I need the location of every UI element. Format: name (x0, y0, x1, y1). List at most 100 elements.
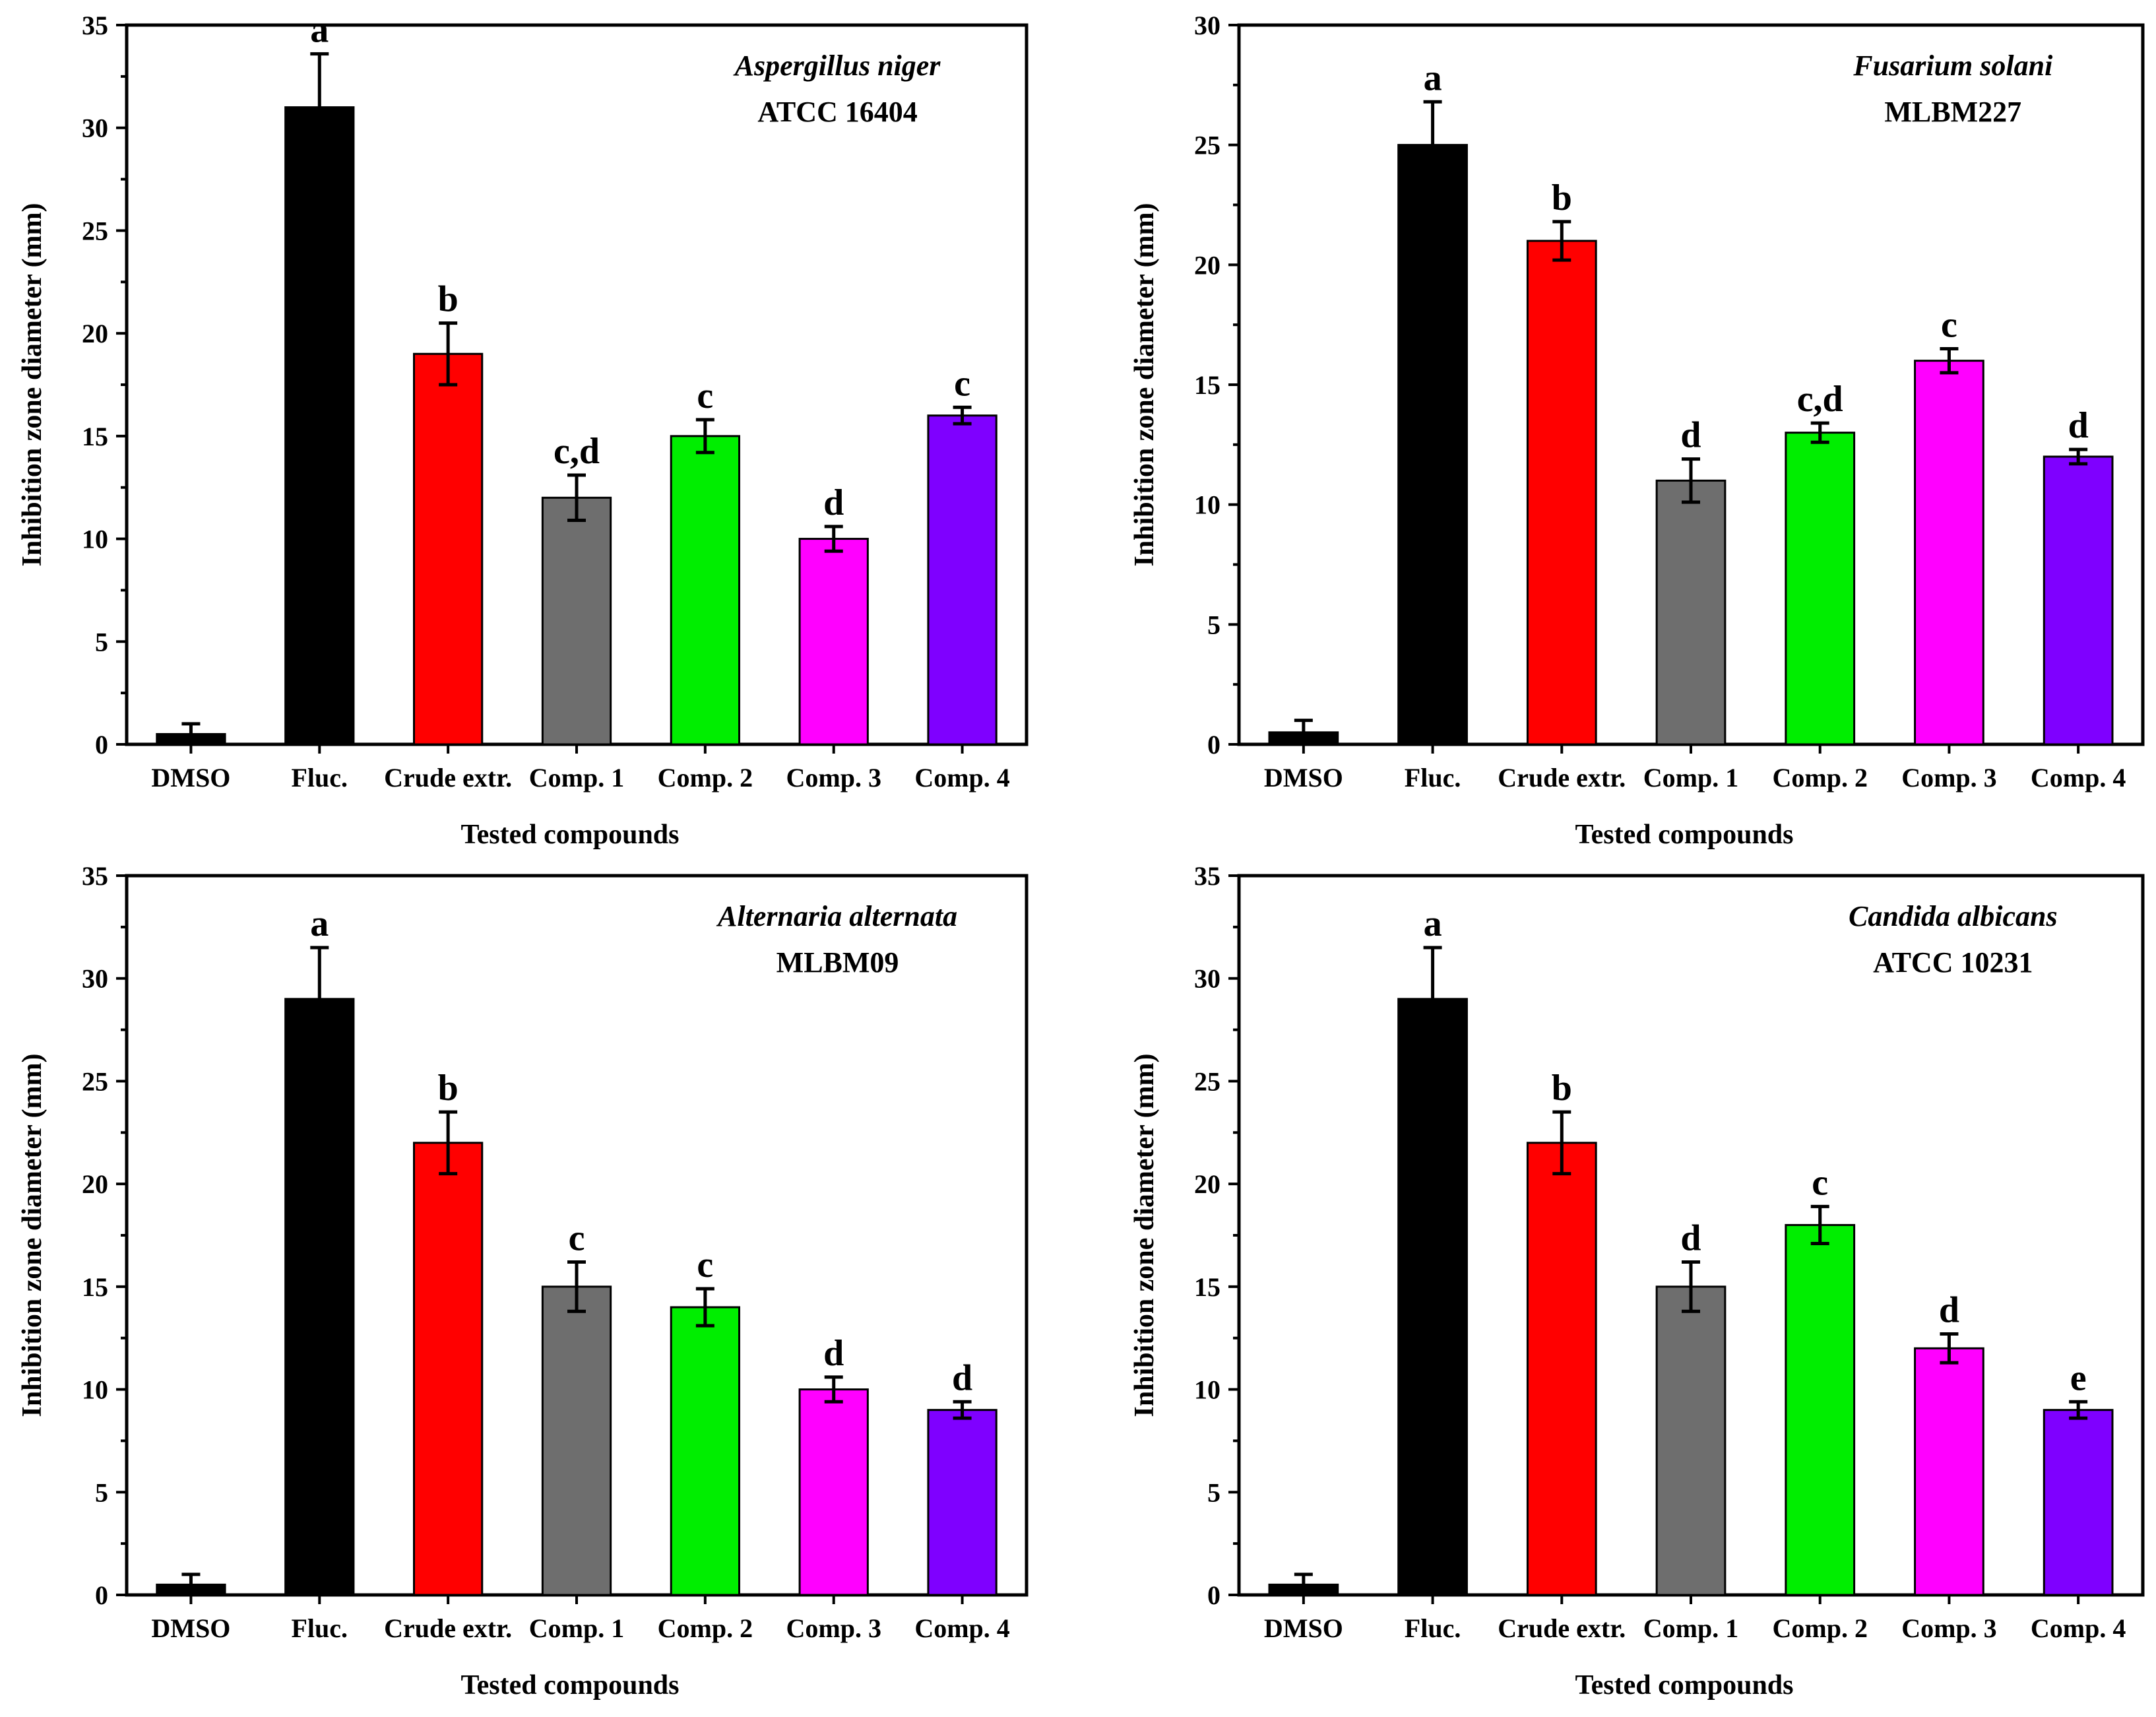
x-category-label: Fluc. (292, 1613, 348, 1643)
y-tick-label: 30 (1194, 11, 1221, 40)
y-tick-label: 5 (1207, 1477, 1221, 1507)
significance-letter: c (569, 1217, 585, 1258)
significance-letter: d (1680, 415, 1701, 456)
x-category-label: Comp. 4 (914, 763, 1009, 793)
y-axis-title: Inhibition zone diameter (mm) (17, 203, 48, 566)
y-tick-label: 15 (1194, 370, 1221, 400)
x-axis-title: Tested compounds (1575, 820, 1793, 850)
x-axis-title: Tested compounds (460, 820, 679, 850)
x-category-label: Comp. 2 (658, 1613, 753, 1643)
bar-crude-extr (1526, 240, 1597, 746)
y-tick-label: 15 (82, 1272, 108, 1302)
y-tick-label: 25 (82, 216, 108, 245)
bar-comp-2 (1785, 432, 1856, 746)
y-tick-label: 5 (95, 1477, 108, 1507)
strain-name: ATCC 16404 (757, 96, 917, 128)
bar-comp-3 (798, 538, 869, 746)
bar-comp-2 (670, 1306, 740, 1596)
bar-crude-extr (413, 1142, 484, 1596)
bar-comp-1 (1655, 479, 1727, 746)
significance-letter: b (438, 279, 459, 320)
x-category-label: Comp. 4 (2031, 1613, 2126, 1643)
x-axis-title: Tested compounds (460, 1670, 679, 1701)
significance-letter: d (1939, 1289, 1959, 1330)
y-tick-label: 15 (82, 422, 108, 451)
y-tick-label: 25 (82, 1066, 108, 1096)
y-tick-label: 10 (82, 1375, 108, 1405)
y-tick-label: 25 (1194, 131, 1221, 160)
significance-letter: c (697, 375, 713, 416)
organism-name: Fusarium solani (1853, 49, 2053, 82)
x-category-label: Crude extr. (384, 1613, 512, 1643)
x-category-label: DMSO (151, 1613, 230, 1643)
x-category-label: Comp. 1 (1643, 763, 1738, 793)
x-axis-title: Tested compounds (1575, 1670, 1793, 1701)
strain-name: MLBM09 (777, 946, 899, 979)
y-tick-label: 30 (82, 113, 108, 143)
y-tick-label: 35 (1194, 861, 1221, 891)
strain-name: ATCC 10231 (1873, 946, 2033, 979)
significance-letter: c,d (1797, 379, 1843, 420)
bar-fluc (1397, 998, 1468, 1596)
bar-comp-1 (541, 496, 612, 746)
y-axis-title: Inhibition zone diameter (mm) (17, 1053, 48, 1417)
bar-comp-3 (798, 1388, 869, 1596)
y-tick-label: 20 (82, 319, 108, 348)
y-tick-label: 5 (1207, 610, 1221, 639)
y-tick-label: 30 (82, 964, 108, 994)
x-category-label: Comp. 3 (1901, 1613, 1996, 1643)
significance-letter: d (823, 1333, 844, 1374)
significance-letter: e (2070, 1357, 2087, 1398)
x-category-label: Comp. 4 (2031, 763, 2126, 793)
chart-panel-1: 0 5 10 15 20 25 30 35 Inhibition zone diameter (… (17, 10, 1029, 850)
strain-name: MLBM227 (1884, 96, 2021, 128)
y-axis-title: Inhibition zone diameter (mm) (1129, 203, 1160, 566)
bar-comp-1 (1655, 1285, 1727, 1596)
y-tick-label: 20 (82, 1169, 108, 1199)
y-tick-label: 35 (82, 11, 108, 40)
significance-letter: c (1812, 1162, 1828, 1203)
y-tick-label: 35 (82, 861, 108, 891)
bar-fluc (284, 998, 355, 1596)
y-tick-label: 10 (1194, 1375, 1221, 1405)
y-tick-label: 0 (95, 730, 108, 760)
x-category-label: Comp. 1 (1643, 1613, 1738, 1643)
x-category-label: Fluc. (1405, 763, 1461, 793)
y-tick-label: 30 (1194, 964, 1221, 994)
y-tick-label: 0 (95, 1580, 108, 1610)
bar-comp-4 (927, 1409, 998, 1596)
y-tick-label: 20 (1194, 1169, 1221, 1199)
bar-fluc (284, 106, 355, 746)
organism-name: Aspergillus niger (733, 49, 941, 82)
x-category-label: Comp. 3 (786, 1613, 881, 1643)
x-category-label: Comp. 2 (1772, 1613, 1867, 1643)
bar-comp-2 (1785, 1223, 1856, 1596)
significance-letter: b (1552, 178, 1572, 218)
significance-letter: a (1424, 57, 1442, 98)
y-tick-label: 25 (1194, 1066, 1221, 1096)
significance-letter: d (823, 482, 844, 523)
organism-name: Candida albicans (1849, 900, 2058, 932)
bar-crude-extr (1526, 1142, 1597, 1596)
x-category-label: Comp. 4 (914, 1613, 1009, 1643)
bar-comp-4 (2043, 1409, 2114, 1596)
significance-letter: c (697, 1245, 713, 1285)
significance-letter: c (1941, 305, 1957, 346)
x-category-label: Comp. 3 (1901, 763, 1996, 793)
significance-letter: a (310, 903, 329, 944)
bar-comp-4 (927, 414, 998, 746)
y-tick-label: 20 (1194, 250, 1221, 280)
x-category-label: Comp. 3 (786, 763, 881, 793)
bar-fluc (1397, 144, 1468, 746)
bar-comp-3 (1914, 360, 1984, 746)
significance-letter: c,d (554, 431, 600, 472)
significance-letter: d (952, 1357, 972, 1398)
bar-comp-4 (2043, 455, 2114, 746)
x-category-label: Comp. 1 (529, 763, 624, 793)
y-tick-label: 0 (1207, 1580, 1221, 1610)
y-tick-label: 15 (1194, 1272, 1221, 1302)
x-category-label: Comp. 2 (658, 763, 753, 793)
x-category-label: DMSO (1264, 763, 1343, 793)
chart-panel-2: 0 5 10 15 20 25 30 Inhibition zone diameter (mm… (1129, 11, 2145, 850)
